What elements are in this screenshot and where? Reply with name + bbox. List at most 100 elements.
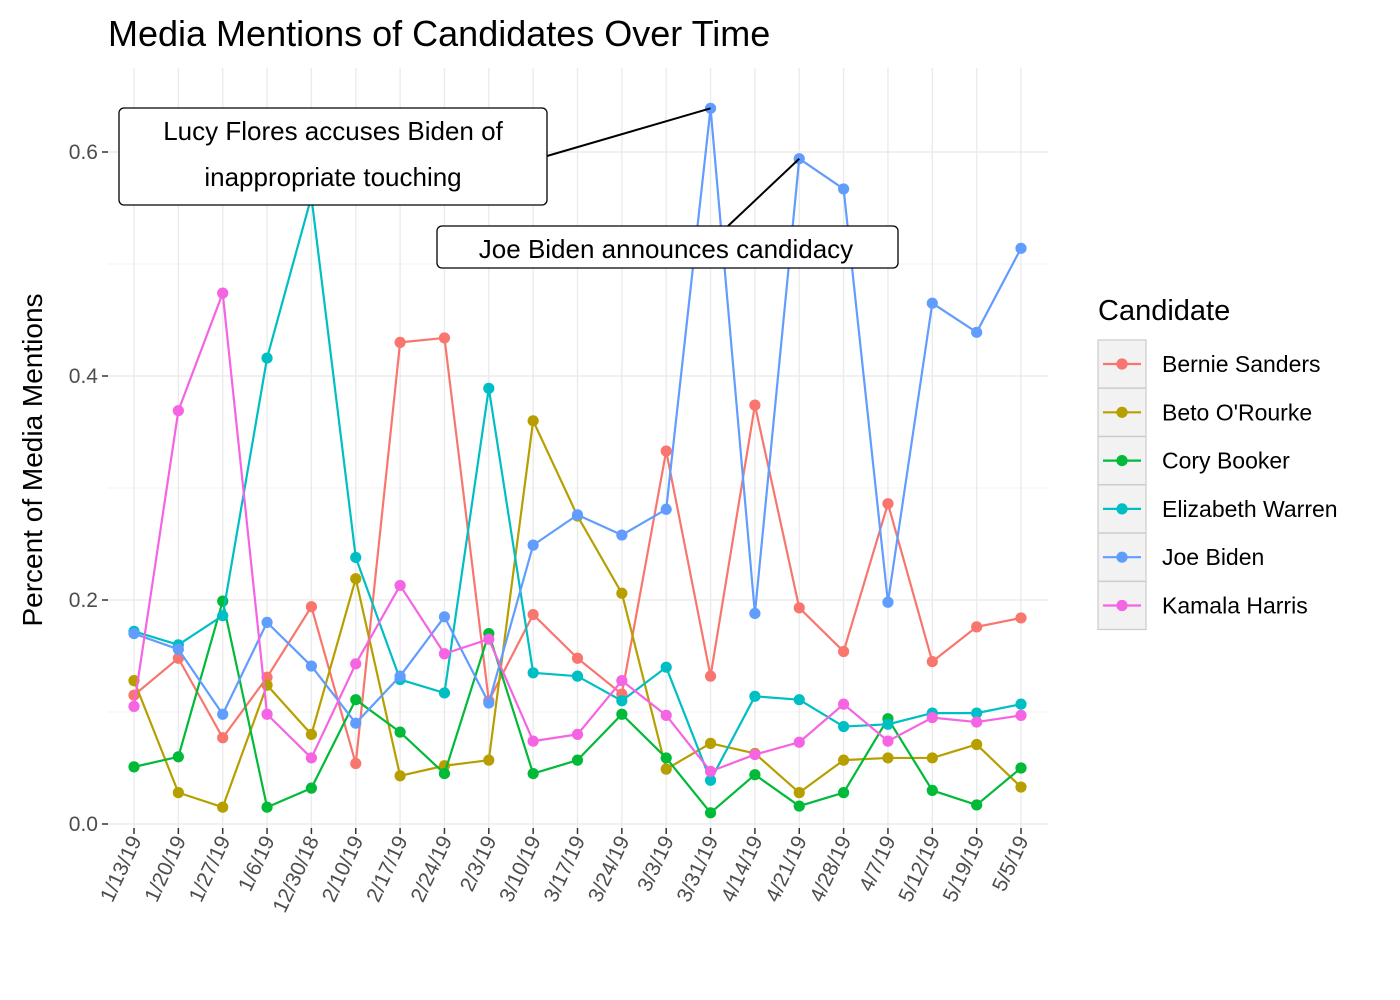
x-tick-label: 4/7/19 [855, 832, 901, 895]
data-point [838, 754, 850, 766]
data-point [438, 611, 451, 623]
series-joe-biden [128, 102, 1027, 729]
legend-key-point [1116, 455, 1128, 467]
data-point [1015, 709, 1027, 721]
annotation: Joe Biden announces candidacy [436, 157, 899, 269]
data-point [704, 765, 717, 777]
legend-item: Bernie Sanders [1097, 339, 1321, 389]
data-point [793, 800, 805, 812]
data-point [394, 670, 406, 682]
data-point [1015, 242, 1027, 254]
data-point [527, 608, 539, 621]
data-point [483, 382, 495, 394]
data-point [971, 621, 983, 633]
data-point [616, 587, 628, 599]
data-point [704, 670, 717, 682]
data-point [971, 799, 983, 811]
y-tick-label: 0.0 [69, 813, 98, 836]
data-point [305, 728, 317, 741]
annotation-text: inappropriate touching [204, 162, 461, 192]
data-point [749, 690, 761, 702]
data-point [749, 769, 761, 781]
chart-title: Media Mentions of Candidates Over Time [108, 13, 770, 54]
data-point [660, 709, 672, 721]
data-point [749, 748, 761, 761]
annotation-leader-line [546, 107, 711, 157]
data-point [616, 695, 628, 707]
legend-item: Kamala Harris [1097, 580, 1308, 631]
x-tick-label: 3/10/19 [495, 832, 545, 905]
data-point [616, 675, 628, 687]
data-point [128, 628, 140, 640]
data-point [261, 801, 273, 813]
legend-label: Beto O'Rourke [1162, 399, 1312, 425]
y-tick-label: 0.2 [69, 589, 98, 612]
legend: Candidate Bernie Sanders Beto O'Rourke Cor… [1097, 295, 1338, 631]
data-point [527, 667, 539, 679]
data-point [394, 770, 406, 782]
data-point [217, 801, 229, 813]
data-point [1015, 781, 1027, 793]
data-point [971, 738, 983, 751]
y-tick-label: 0.6 [69, 141, 98, 164]
data-point [527, 768, 539, 780]
legend-label: Bernie Sanders [1162, 351, 1321, 377]
data-point [838, 720, 850, 733]
data-point [394, 336, 406, 348]
series-kamala-harris [128, 287, 1027, 777]
data-point [438, 332, 451, 344]
data-point [1015, 698, 1027, 710]
annotation-box [436, 225, 899, 269]
data-point [438, 648, 451, 660]
data-point [394, 726, 406, 738]
data-point [971, 326, 983, 338]
data-point [350, 757, 362, 770]
y-axis-title: Percent of Media Mentions [17, 293, 48, 626]
x-tick-label: 2/24/19 [407, 832, 457, 905]
x-tick-label: 3/24/19 [584, 832, 634, 905]
data-point [172, 405, 184, 417]
x-tick-label: 4/21/19 [761, 832, 811, 905]
data-point [261, 708, 273, 720]
data-point [749, 607, 761, 620]
y-tick-label: 0.4 [69, 365, 99, 388]
data-point [483, 633, 495, 645]
data-point [571, 670, 584, 682]
data-point [261, 352, 273, 364]
data-point [704, 102, 717, 114]
data-point [704, 737, 717, 749]
data-point [350, 551, 362, 564]
x-tick-label: 3/17/19 [540, 832, 590, 905]
legend-item: Beto O'Rourke [1097, 387, 1312, 437]
data-point [172, 643, 184, 655]
x-tick-label: 5/19/19 [939, 832, 989, 905]
data-point [882, 498, 894, 510]
legend-title: Candidate [1098, 295, 1230, 327]
legend-item: Cory Booker [1097, 436, 1290, 486]
x-tick-label: 1/20/19 [140, 832, 190, 905]
data-point [926, 712, 938, 724]
data-point [838, 183, 850, 195]
x-tick-label: 3/31/19 [673, 832, 723, 905]
data-point [438, 687, 451, 699]
data-point [571, 509, 584, 521]
data-point [926, 784, 938, 797]
data-point [1015, 612, 1027, 624]
data-point [793, 787, 805, 799]
data-point [882, 735, 894, 747]
annotation-text: Joe Biden announces candidacy [479, 234, 853, 264]
data-point [926, 656, 938, 668]
data-point [527, 539, 539, 551]
x-tick-label: 2/10/19 [318, 832, 368, 905]
data-point [616, 529, 628, 541]
data-point [660, 752, 672, 764]
data-point [305, 601, 317, 613]
data-point [660, 763, 672, 775]
data-point [350, 658, 362, 670]
x-tick-label: 4/14/19 [717, 832, 767, 905]
legend-item: Elizabeth Warren [1097, 484, 1338, 534]
legend-label: Elizabeth Warren [1162, 496, 1338, 522]
data-point [660, 503, 672, 515]
x-tick-label: 2/3/19 [456, 832, 502, 895]
data-point [128, 761, 140, 773]
